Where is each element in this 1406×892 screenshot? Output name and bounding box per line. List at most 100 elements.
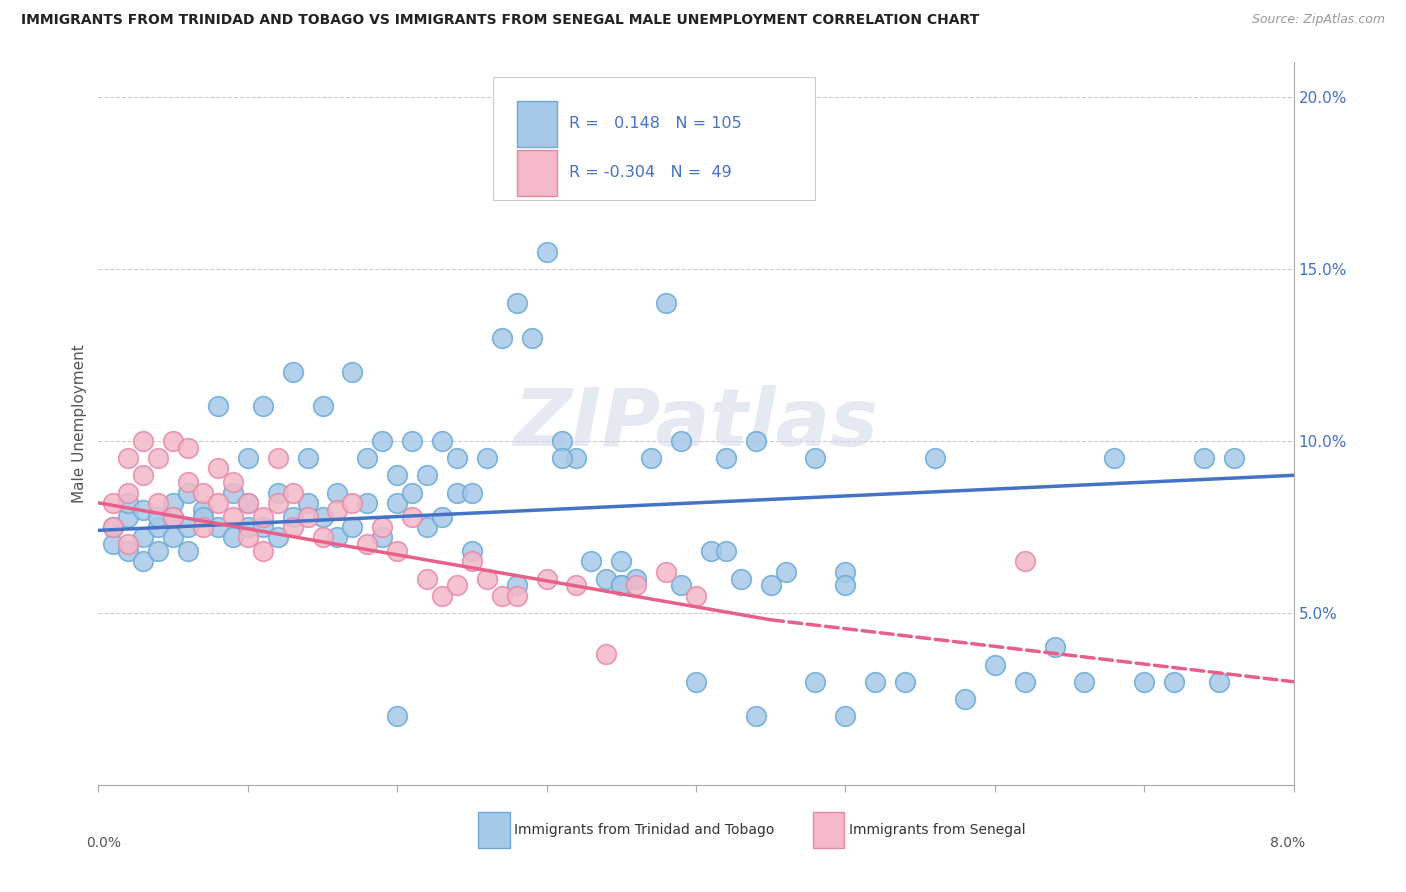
Point	[430, 509, 453, 524]
Point	[595, 647, 617, 661]
Point	[162, 434, 184, 448]
Point	[491, 589, 513, 603]
Point	[148, 509, 170, 524]
Point	[430, 589, 453, 603]
Point	[430, 434, 453, 448]
Text: R = -0.304   N =  49: R = -0.304 N = 49	[569, 166, 733, 180]
Point	[714, 451, 737, 466]
Point	[1104, 451, 1126, 466]
Y-axis label: Male Unemployment: Male Unemployment	[72, 344, 87, 503]
Point	[342, 520, 364, 534]
Point	[191, 520, 214, 534]
Point	[326, 530, 349, 544]
Text: IMMIGRANTS FROM TRINIDAD AND TOBAGO VS IMMIGRANTS FROM SENEGAL MALE UNEMPLOYMENT: IMMIGRANTS FROM TRINIDAD AND TOBAGO VS I…	[21, 13, 980, 28]
Point	[655, 296, 678, 310]
FancyBboxPatch shape	[813, 813, 844, 847]
Point	[267, 496, 290, 510]
Point	[191, 509, 214, 524]
Point	[775, 565, 797, 579]
Point	[117, 509, 139, 524]
Point	[595, 572, 617, 586]
Point	[385, 496, 409, 510]
Point	[148, 496, 170, 510]
Point	[326, 502, 349, 516]
Point	[252, 400, 274, 414]
Point	[311, 530, 333, 544]
Point	[117, 496, 139, 510]
Point	[581, 554, 603, 568]
Point	[191, 485, 214, 500]
Point	[252, 509, 274, 524]
Point	[401, 485, 423, 500]
Point	[565, 578, 588, 592]
Point	[730, 572, 752, 586]
Point	[311, 400, 333, 414]
Point	[953, 692, 976, 706]
Point	[236, 496, 259, 510]
Point	[655, 565, 678, 579]
Point	[506, 589, 529, 603]
Point	[297, 509, 319, 524]
Point	[356, 537, 378, 551]
Point	[117, 451, 139, 466]
Point	[894, 674, 917, 689]
Point	[281, 509, 304, 524]
Point	[401, 509, 423, 524]
Point	[669, 434, 692, 448]
Point	[626, 578, 648, 592]
Point	[669, 578, 692, 592]
Point	[148, 544, 170, 558]
Point	[103, 496, 125, 510]
Point	[236, 496, 259, 510]
Point	[117, 485, 139, 500]
Point	[475, 451, 498, 466]
Point	[117, 537, 139, 551]
Point	[1192, 451, 1215, 466]
Point	[804, 451, 827, 466]
Point	[267, 451, 290, 466]
Point	[745, 709, 768, 723]
Point	[984, 657, 1007, 672]
Point	[356, 496, 378, 510]
Point	[1073, 674, 1095, 689]
Point	[132, 502, 155, 516]
FancyBboxPatch shape	[517, 150, 557, 196]
Text: 8.0%: 8.0%	[1271, 836, 1306, 849]
Point	[1163, 674, 1185, 689]
Point	[491, 331, 513, 345]
Point	[342, 496, 364, 510]
Point	[162, 509, 184, 524]
Point	[371, 530, 394, 544]
Point	[177, 544, 200, 558]
Text: ZIPatlas: ZIPatlas	[513, 384, 879, 463]
Point	[446, 451, 468, 466]
Point	[759, 578, 782, 592]
Point	[222, 485, 245, 500]
Point	[103, 520, 125, 534]
Point	[297, 451, 319, 466]
Point	[207, 520, 229, 534]
Point	[281, 520, 304, 534]
Point	[148, 451, 170, 466]
Point	[446, 485, 468, 500]
Point	[536, 572, 558, 586]
Point	[132, 434, 155, 448]
Point	[103, 520, 125, 534]
Point	[371, 434, 394, 448]
Point	[252, 520, 274, 534]
Point	[536, 244, 558, 259]
Point	[356, 451, 378, 466]
Text: R =   0.148   N = 105: R = 0.148 N = 105	[569, 116, 742, 131]
Point	[865, 674, 887, 689]
Point	[1014, 674, 1036, 689]
Point	[685, 674, 707, 689]
Point	[506, 296, 529, 310]
Point	[475, 572, 498, 586]
Point	[162, 496, 184, 510]
Point	[610, 554, 633, 568]
Point	[550, 434, 572, 448]
Point	[132, 468, 155, 483]
Point	[700, 544, 723, 558]
Text: Source: ZipAtlas.com: Source: ZipAtlas.com	[1251, 13, 1385, 27]
Point	[626, 572, 648, 586]
